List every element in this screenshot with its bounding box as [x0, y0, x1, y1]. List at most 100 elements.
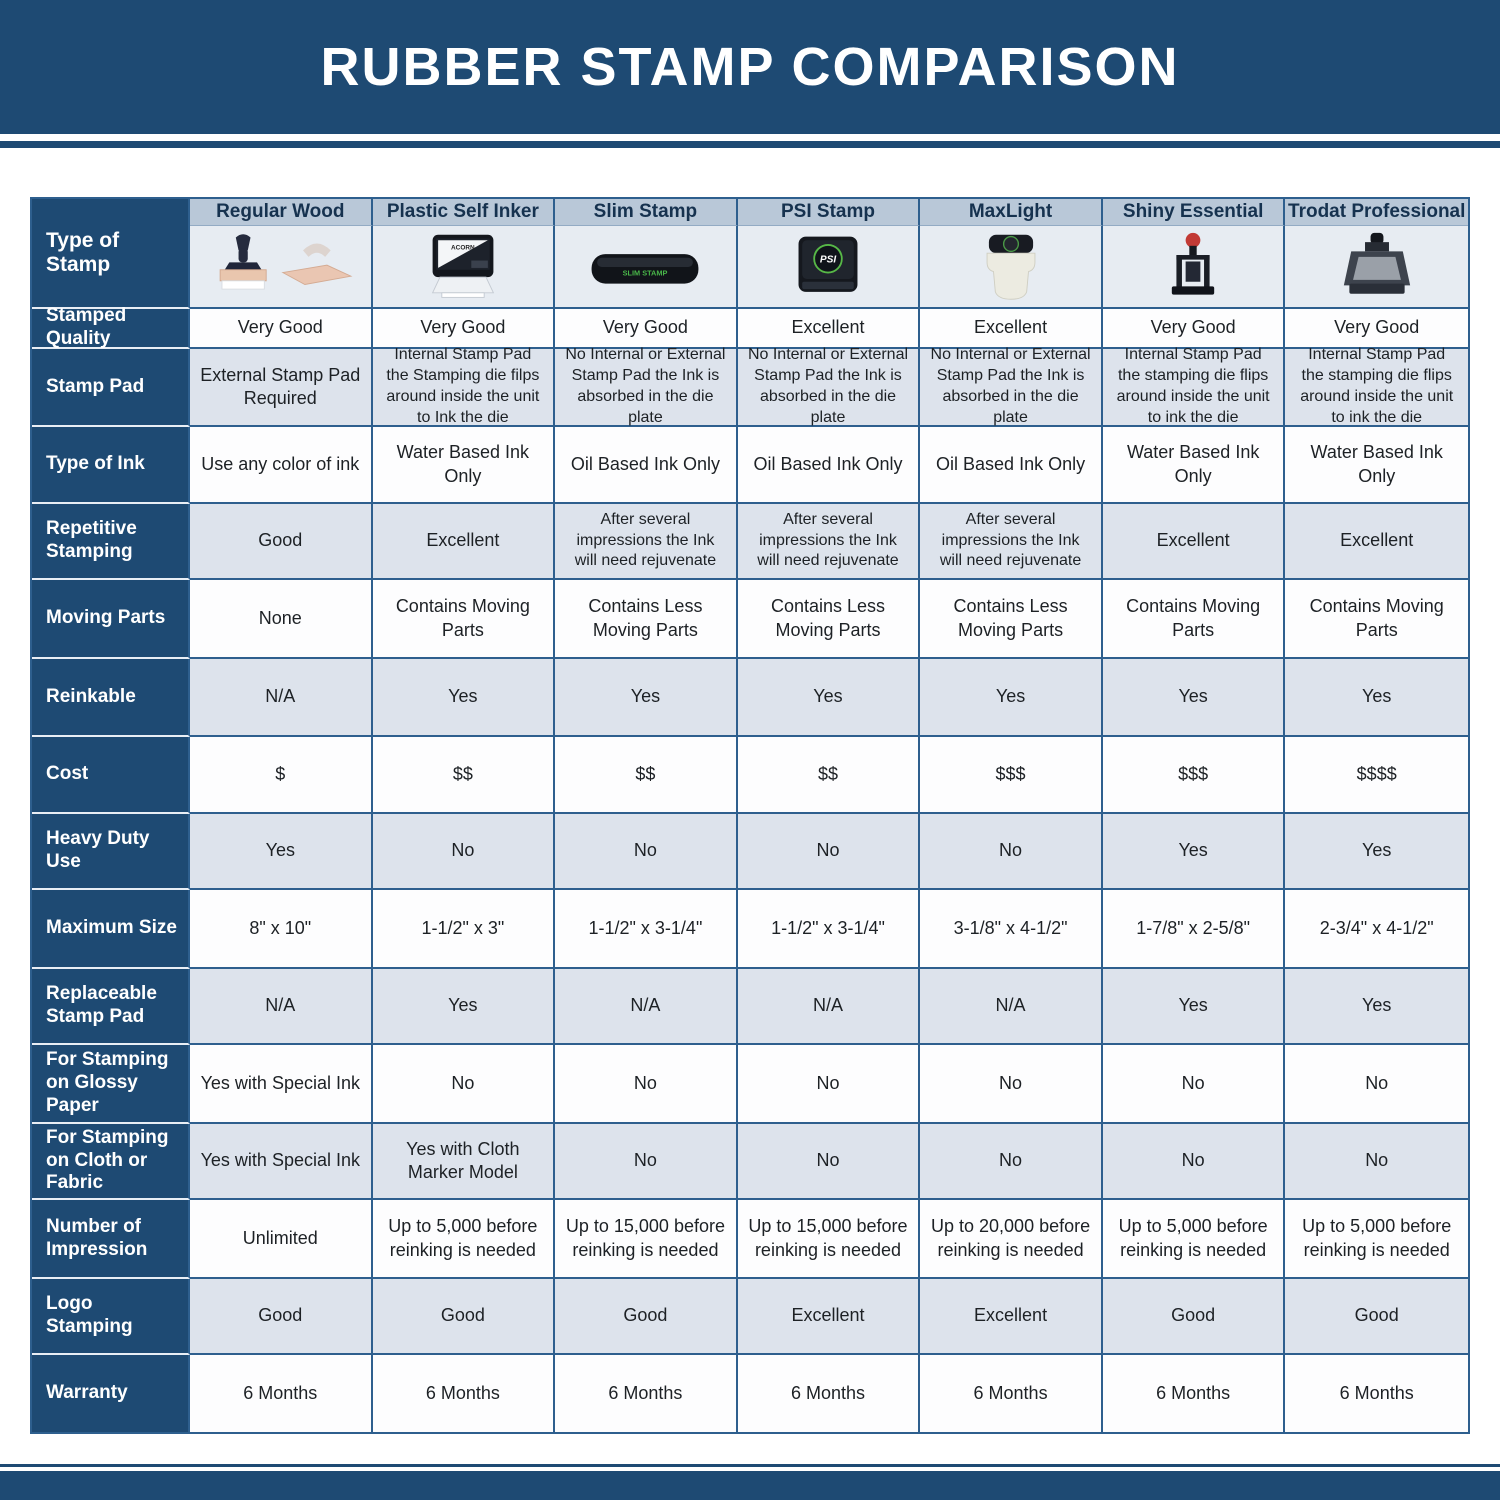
table-cell: Excellent	[372, 504, 556, 580]
table-cell: Yes	[372, 969, 556, 1045]
table-cell: Internal Stamp Pad the Stamping die filp…	[372, 346, 556, 427]
table-cell: Oil Based Ink Only	[920, 427, 1103, 504]
table-cell: Contains Less Moving Parts	[737, 580, 921, 659]
table-cell: Good	[372, 1279, 556, 1355]
table-cell: Up to 5,000 before reinking is needed	[1285, 1200, 1468, 1279]
table-cell: Yes	[920, 659, 1103, 737]
table-cell: After several impressions the Ink will n…	[737, 504, 921, 580]
table-cell: Yes	[1102, 659, 1286, 737]
table-cell: No	[555, 814, 738, 890]
table-cell: 6 Months	[737, 1355, 921, 1432]
table-cell: Very Good	[190, 309, 373, 349]
table-cell: Very Good	[555, 309, 738, 349]
table-cell: Unlimited	[190, 1200, 373, 1279]
table-cell: Good	[190, 504, 373, 580]
table-cell: Yes	[190, 814, 373, 890]
column-header-plastic-self-inker: Plastic Self Inker	[372, 199, 556, 225]
table-cell: 3-1/8" x 4-1/2"	[920, 890, 1103, 969]
table-cell: 6 Months	[920, 1355, 1103, 1432]
corner-label: Type of Stamp	[32, 199, 190, 309]
table-body: Stamped Quality Very Good Very Good Very Go…	[32, 305, 1468, 1432]
table-cell: None	[190, 580, 373, 659]
table-cell: N/A	[737, 969, 921, 1045]
table-cell: Water Based Ink Only	[1285, 427, 1468, 504]
column-header-maxlight: MaxLight	[920, 199, 1103, 225]
table-cell: No Internal or External Stamp Pad the In…	[555, 346, 738, 427]
table-cell: Up to 20,000 before reinking is needed	[920, 1200, 1103, 1279]
plastic-self-inker-stamp-icon: ACORN	[372, 225, 556, 309]
table-cell: Good	[190, 1279, 373, 1355]
table-cell: External Stamp Pad Required	[190, 349, 373, 427]
table-cell: Yes with Special Ink	[190, 1045, 373, 1124]
table-header: Type of Stamp Regular Wood Plastic Self In…	[32, 199, 1468, 309]
table-cell: 1-1/2" x 3-1/4"	[555, 890, 738, 969]
svg-text:ACORN: ACORN	[451, 244, 475, 251]
table-cell: Yes	[1285, 659, 1468, 737]
column-header-shiny-essential: Shiny Essential	[1102, 199, 1286, 225]
table-cell: 1-7/8" x 2-5/8"	[1102, 890, 1286, 969]
table-cell: Contains Less Moving Parts	[920, 580, 1103, 659]
table-cell: $$	[555, 737, 738, 814]
table-cell: Water Based Ink Only	[1102, 427, 1286, 504]
table-cell: No	[737, 814, 921, 890]
row-label-heavy-duty-use: Heavy Duty Use	[32, 814, 190, 890]
row-label-for-stamping-on-glossy-paper: For Stamping on Glossy Paper	[32, 1045, 190, 1124]
table-cell: Yes	[372, 659, 556, 737]
table-cell: Excellent	[737, 309, 921, 349]
footer-divider	[0, 1464, 1500, 1467]
table-cell: $$$	[1102, 737, 1286, 814]
table-cell: Excellent	[920, 1279, 1103, 1355]
table-cell: No	[1285, 1045, 1468, 1124]
table-cell: No	[555, 1045, 738, 1124]
table-cell: Water Based Ink Only	[372, 427, 556, 504]
table-cell: Excellent	[737, 1279, 921, 1355]
table-cell: $$	[372, 737, 556, 814]
table-cell: $	[190, 737, 373, 814]
table-cell: Excellent	[1285, 504, 1468, 580]
table-cell: No Internal or External Stamp Pad the In…	[737, 346, 921, 427]
table-cell: Up to 15,000 before reinking is needed	[555, 1200, 738, 1279]
table-cell: Yes	[1102, 969, 1286, 1045]
table-cell: 8" x 10"	[190, 890, 373, 969]
table-cell: After several impressions the Ink will n…	[920, 504, 1103, 580]
table-cell: Very Good	[1102, 309, 1286, 349]
table-cell: Oil Based Ink Only	[737, 427, 921, 504]
table-cell: Good	[555, 1279, 738, 1355]
table-cell: Up to 5,000 before reinking is needed	[1102, 1200, 1286, 1279]
table-cell: No	[1102, 1124, 1286, 1200]
shiny-essential-stamp-icon	[1102, 225, 1286, 309]
table-cell: Contains Moving Parts	[1102, 580, 1286, 659]
table-cell: No	[737, 1124, 921, 1200]
table-cell: 1-1/2" x 3"	[372, 890, 556, 969]
table-cell: Yes with Cloth Marker Model	[372, 1124, 556, 1200]
row-label-for-stamping-on-cloth-or-fabric: For Stamping on Cloth or Fabric	[32, 1124, 190, 1200]
column-header-trodat-professional: Trodat Professional	[1285, 199, 1468, 225]
table-cell: 6 Months	[1102, 1355, 1286, 1432]
svg-text:PSI: PSI	[820, 254, 837, 265]
table-cell: 6 Months	[372, 1355, 556, 1432]
row-label-stamp-pad: Stamp Pad	[32, 349, 190, 427]
table-cell: Yes	[1285, 814, 1468, 890]
maxlight-stamp-icon	[920, 225, 1103, 309]
page-title: RUBBER STAMP COMPARISON	[320, 37, 1180, 97]
slim-stamp-icon: SLIM STAMP	[555, 225, 738, 309]
row-label-cost: Cost	[32, 737, 190, 814]
table-cell: Yes with Special Ink	[190, 1124, 373, 1200]
page-header: RUBBER STAMP COMPARISON	[0, 0, 1500, 134]
table-cell: Yes	[555, 659, 738, 737]
table-cell: No	[737, 1045, 921, 1124]
table-cell: No	[555, 1124, 738, 1200]
table-cell: No	[920, 814, 1103, 890]
table-cell: Contains Moving Parts	[1285, 580, 1468, 659]
table-cell: 6 Months	[190, 1355, 373, 1432]
psi-stamp-icon: PSI	[737, 225, 921, 309]
table-cell: No Internal or External Stamp Pad the In…	[920, 346, 1103, 427]
row-label-number-of-impression: Number of Impression	[32, 1200, 190, 1279]
table-cell: 2-3/4" x 4-1/2"	[1285, 890, 1468, 969]
table-cell: Yes	[1285, 969, 1468, 1045]
header-gap	[0, 134, 1500, 141]
table-cell: Good	[1102, 1279, 1286, 1355]
column-header-psi-stamp: PSI Stamp	[737, 199, 921, 225]
row-label-maximum-size: Maximum Size	[32, 890, 190, 969]
table-cell: 6 Months	[1285, 1355, 1468, 1432]
